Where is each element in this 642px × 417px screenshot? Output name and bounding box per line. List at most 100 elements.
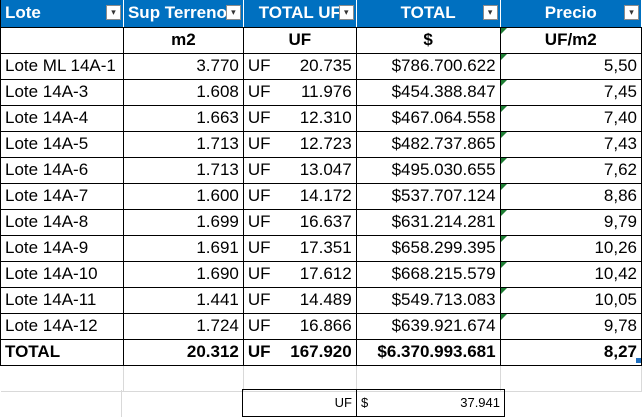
total-cell[interactable]: $454.388.847 bbox=[356, 79, 501, 106]
uf-prefix: UF bbox=[247, 238, 271, 257]
uf-value-box: UF $37.941 bbox=[242, 389, 505, 417]
sup-cell[interactable]: 1.690 bbox=[123, 261, 244, 288]
precio-value: 10,26 bbox=[594, 238, 637, 257]
precio-cell[interactable]: 10,05 bbox=[500, 287, 642, 314]
total-cell[interactable]: $467.064.558 bbox=[356, 105, 501, 132]
total-cell[interactable]: $786.700.622 bbox=[356, 53, 501, 80]
empty-cell[interactable] bbox=[123, 365, 244, 392]
total-cell[interactable]: $495.030.655 bbox=[356, 157, 501, 184]
uf-prefix: UF bbox=[247, 108, 271, 127]
precio-value: 10,42 bbox=[594, 264, 637, 283]
sup-cell[interactable]: 1.699 bbox=[123, 209, 244, 236]
unit-cell[interactable]: $ bbox=[356, 27, 501, 54]
precio-cell[interactable]: 8,27 bbox=[500, 339, 642, 366]
filter-dropdown-icon[interactable]: ▾ bbox=[225, 5, 241, 20]
header-precio[interactable]: Precio ▾ bbox=[500, 0, 642, 28]
lote-cell[interactable]: Lote 14A-12 bbox=[0, 313, 124, 340]
uf-cell[interactable]: UF 16.866 bbox=[243, 313, 357, 340]
sup-cell[interactable]: 3.770 bbox=[123, 53, 244, 80]
precio-cell[interactable]: 10,42 bbox=[500, 261, 642, 288]
uf-prefix: UF bbox=[247, 316, 271, 335]
uf-cell[interactable]: UF 12.723 bbox=[243, 131, 357, 158]
precio-cell[interactable]: 7,62 bbox=[500, 157, 642, 184]
header-lote[interactable]: Lote ▾ bbox=[0, 0, 124, 28]
error-indicator-icon bbox=[500, 79, 507, 86]
uf-cell[interactable]: UF 20.735 bbox=[243, 53, 357, 80]
unit-cell[interactable] bbox=[0, 27, 124, 54]
uf-cell[interactable]: UF 16.637 bbox=[243, 209, 357, 236]
lote-cell[interactable]: Lote 14A-4 bbox=[0, 105, 124, 132]
lote-cell[interactable]: Lote 14A-8 bbox=[0, 209, 124, 236]
uf-value-cell[interactable]: $37.941 bbox=[357, 389, 505, 417]
precio-cell[interactable]: 9,78 bbox=[500, 313, 642, 340]
filter-dropdown-icon[interactable]: ▾ bbox=[338, 5, 354, 20]
lote-cell[interactable]: Lote 14A-11 bbox=[0, 287, 124, 314]
precio-cell[interactable]: 7,43 bbox=[500, 131, 642, 158]
lote-cell[interactable]: Lote 14A-10 bbox=[0, 261, 124, 288]
uf-cell[interactable]: UF 14.172 bbox=[243, 183, 357, 210]
total-cell[interactable]: $668.215.579 bbox=[356, 261, 501, 288]
precio-cell[interactable]: 7,45 bbox=[500, 79, 642, 106]
precio-cell[interactable]: 9,79 bbox=[500, 209, 642, 236]
header-total[interactable]: TOTAL ▾ bbox=[356, 0, 501, 28]
sup-cell[interactable]: 1.441 bbox=[123, 287, 244, 314]
lote-cell[interactable]: Lote 14A-3 bbox=[0, 79, 124, 106]
table-row: Lote 14A-6 1.713 UF 13.047 $495.030.655 7,62 bbox=[0, 157, 642, 184]
sup-cell[interactable]: 1.713 bbox=[123, 157, 244, 184]
total-cell[interactable]: $639.921.674 bbox=[356, 313, 501, 340]
total-cell[interactable]: $537.707.124 bbox=[356, 183, 501, 210]
lote-cell[interactable]: TOTAL bbox=[0, 339, 124, 366]
lote-cell[interactable]: Lote 14A-6 bbox=[0, 157, 124, 184]
header-total-uf[interactable]: TOTAL UF ▾ bbox=[243, 0, 357, 28]
empty-cell[interactable] bbox=[243, 365, 357, 392]
lote-cell[interactable]: Lote 14A-7 bbox=[0, 183, 124, 210]
precio-cell[interactable]: 10,26 bbox=[500, 235, 642, 262]
fill-handle[interactable] bbox=[636, 358, 641, 363]
filter-dropdown-icon[interactable]: ▾ bbox=[105, 5, 121, 20]
table-row: Lote 14A-5 1.713 UF 12.723 $482.737.865 7,43 bbox=[0, 131, 642, 158]
filter-dropdown-icon[interactable]: ▾ bbox=[624, 5, 639, 20]
sup-cell[interactable]: 20.312 bbox=[123, 339, 244, 366]
unit-cell[interactable]: m2 bbox=[123, 27, 244, 54]
lote-cell[interactable]: Lote 14A-9 bbox=[0, 235, 124, 262]
unit-cell[interactable]: UF/m2 bbox=[500, 27, 642, 54]
header-sup-terreno[interactable]: Sup Terreno ▾ bbox=[123, 0, 244, 28]
table-row: Lote 14A-11 1.441 UF 14.489 $549.713.083 10,0… bbox=[0, 287, 642, 314]
sup-cell[interactable]: 1.713 bbox=[123, 131, 244, 158]
unit-cell[interactable]: UF bbox=[243, 27, 357, 54]
precio-cell[interactable]: 5,50 bbox=[500, 53, 642, 80]
uf-value: 17.612 bbox=[299, 264, 352, 283]
precio-cell[interactable]: 7,40 bbox=[500, 105, 642, 132]
uf-cell[interactable]: UF 167.920 bbox=[243, 339, 357, 366]
sup-cell[interactable]: 1.663 bbox=[123, 105, 244, 132]
sup-cell[interactable]: 1.600 bbox=[123, 183, 244, 210]
total-cell[interactable]: $658.299.395 bbox=[356, 235, 501, 262]
precio-value: 7,62 bbox=[603, 160, 637, 179]
uf-value: 12.723 bbox=[299, 134, 352, 153]
uf-cell[interactable]: UF 17.612 bbox=[243, 261, 357, 288]
uf-cell[interactable]: UF 13.047 bbox=[243, 157, 357, 184]
empty-cell[interactable] bbox=[0, 365, 124, 392]
table-row: Lote 14A-7 1.600 UF 14.172 $537.707.124 8,86 bbox=[0, 183, 642, 210]
lote-cell[interactable]: Lote 14A-5 bbox=[0, 131, 124, 158]
total-cell[interactable]: $482.737.865 bbox=[356, 131, 501, 158]
total-cell[interactable]: $631.214.281 bbox=[356, 209, 501, 236]
total-cell[interactable]: $6.370.993.681 bbox=[356, 339, 501, 366]
uf-cell[interactable]: UF 12.310 bbox=[243, 105, 357, 132]
uf-cell[interactable]: UF 14.489 bbox=[243, 287, 357, 314]
filter-dropdown-icon[interactable]: ▾ bbox=[482, 5, 498, 20]
empty-cell[interactable] bbox=[500, 365, 642, 392]
empty-cell[interactable] bbox=[356, 365, 501, 392]
gridline bbox=[121, 390, 122, 417]
lote-cell[interactable]: Lote ML 14A-1 bbox=[0, 53, 124, 80]
sup-cell[interactable]: 1.691 bbox=[123, 235, 244, 262]
sup-cell[interactable]: 1.724 bbox=[123, 313, 244, 340]
table-row: Lote 14A-3 1.608 UF 11.976 $454.388.847 7,45 bbox=[0, 79, 642, 106]
uf-cell[interactable]: UF 17.351 bbox=[243, 235, 357, 262]
precio-cell[interactable]: 8,86 bbox=[500, 183, 642, 210]
uf-label-cell[interactable]: UF bbox=[242, 389, 357, 417]
sup-cell[interactable]: 1.608 bbox=[123, 79, 244, 106]
uf-cell[interactable]: UF 11.976 bbox=[243, 79, 357, 106]
total-cell[interactable]: $549.713.083 bbox=[356, 287, 501, 314]
header-lote-label: Lote bbox=[5, 3, 41, 23]
